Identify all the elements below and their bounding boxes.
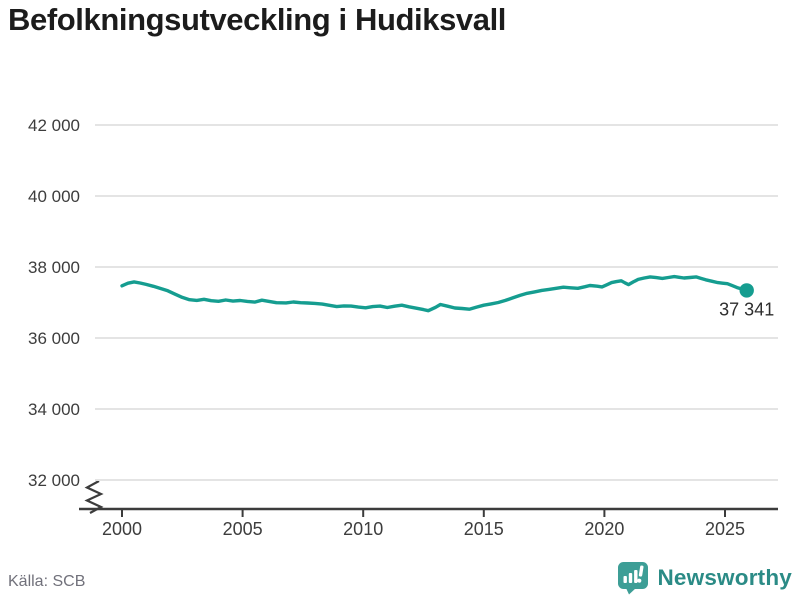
- chart-title: Befolkningsutveckling i Hudiksvall: [8, 2, 507, 37]
- y-tick-label: 32 000: [28, 471, 80, 490]
- population-line-chart: 42 000 40 000 38 000 36 000 34 000 32 000 2000…: [28, 116, 778, 539]
- x-axis: 2000 2005 2010 2015 2020 2025: [79, 507, 778, 539]
- y-tick-label: 34 000: [28, 400, 80, 419]
- source-label: Källa: SCB: [8, 573, 86, 590]
- y-tick-label: 36 000: [28, 329, 80, 348]
- y-grid: 42 000 40 000 38 000 36 000 34 000 32 000: [28, 116, 778, 490]
- x-tick-label: 2010: [343, 519, 383, 539]
- y-tick-label: 40 000: [28, 187, 80, 206]
- end-point-dot: [739, 283, 754, 298]
- y-tick-label: 42 000: [28, 116, 80, 135]
- y-tick-label: 38 000: [28, 258, 80, 277]
- newsworthy-logo[interactable]: Newsworthy: [617, 561, 792, 595]
- x-tick-label: 2020: [584, 519, 624, 539]
- x-tick-label: 2000: [102, 519, 142, 539]
- x-tick-label: 2025: [705, 519, 745, 539]
- x-tick-label: 2015: [464, 519, 504, 539]
- newsworthy-logo-icon: [618, 562, 649, 595]
- x-tick-label: 2005: [223, 519, 263, 539]
- series-line: [120, 274, 749, 313]
- newsworthy-logo-text: Newsworthy: [657, 565, 792, 590]
- end-point-value-label: 37 341: [719, 299, 774, 319]
